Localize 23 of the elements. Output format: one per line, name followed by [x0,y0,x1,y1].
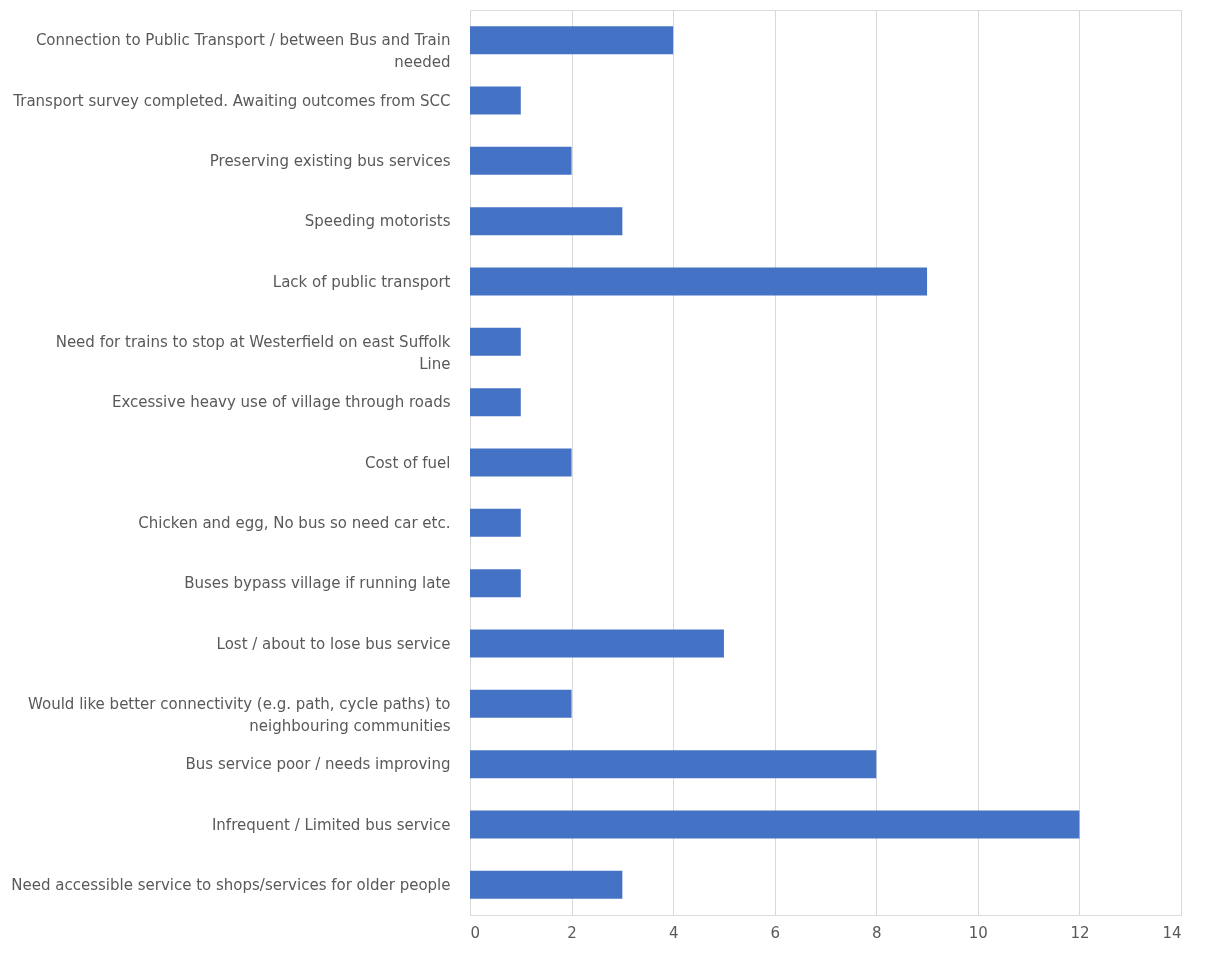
y-tick-label: Connection to Public Transport / between Bus and Train needed [35,31,451,72]
y-tick-label: Need for trains to stop at Westerfield on east Suffolk Line [55,332,451,373]
y-tick-label: Transport survey completed. Awaiting outcomes from SCC [12,91,451,110]
x-tick-label: 4 [668,923,679,942]
x-tick-label: 8 [872,923,882,942]
x-tick-label: 14 [1162,923,1182,942]
x-tick-label: 2 [567,923,577,942]
x-tick-label: 10 [968,923,988,942]
x-tick-label: 0 [470,923,481,942]
y-tick-label: Cost of fuel [364,453,451,472]
y-tick-label: Lost / about to lose bus service [216,634,451,653]
y-tick-label: Bus service poor / needs improving [185,755,451,774]
y-tick-label: Preserving existing bus services [209,151,451,170]
y-tick-label: Would like better connectivity (e.g. path, cycle paths) to neighbouring communities [28,694,451,735]
y-tick-label: Excessive heavy use of village through roads [111,393,451,412]
y-tick-label: Infrequent / Limited bus service [211,815,451,834]
y-tick-label: Buses bypass village if running late [184,574,451,593]
x-tick-label: 6 [770,923,780,942]
y-tick-label: Need accessible service to shops/services for older people [11,875,451,894]
y-tick-label: Lack of public transport [272,272,451,291]
x-tick-label: 12 [1070,923,1090,942]
y-tick-label: Speeding motorists [304,212,451,231]
y-tick-label: Chicken and egg, No bus so need car etc. [138,513,451,532]
